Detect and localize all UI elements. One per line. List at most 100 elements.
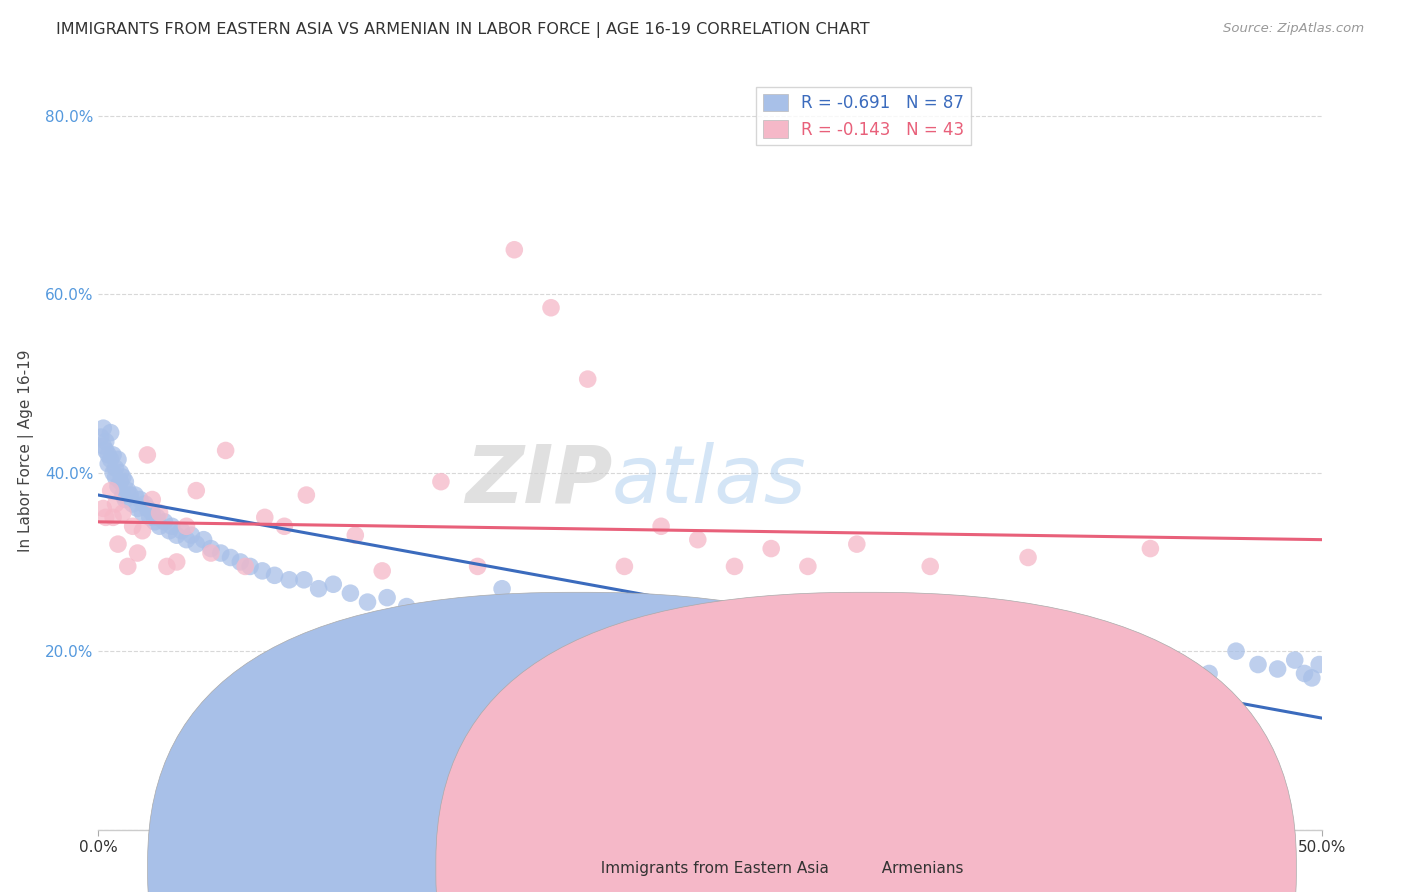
Point <box>156 559 179 574</box>
Point <box>110 466 132 480</box>
Point <box>134 497 156 511</box>
Text: atlas: atlas <box>612 442 807 520</box>
Point <box>1301 671 1323 685</box>
Point <box>186 537 208 551</box>
Point <box>94 434 117 449</box>
Point <box>136 448 159 462</box>
Point <box>576 372 599 386</box>
Point <box>987 626 1010 640</box>
Point <box>219 550 242 565</box>
Point <box>94 443 117 458</box>
Point <box>239 559 262 574</box>
Point <box>319 644 342 658</box>
Point <box>576 626 599 640</box>
Point <box>110 475 132 489</box>
Point <box>1090 662 1112 676</box>
Point <box>107 452 129 467</box>
Point <box>263 568 285 582</box>
Point <box>166 555 188 569</box>
Point <box>797 559 820 574</box>
Point <box>214 443 236 458</box>
Point <box>180 528 202 542</box>
Point <box>844 648 866 663</box>
Point <box>308 582 330 596</box>
Point <box>356 595 378 609</box>
Point <box>107 479 129 493</box>
Point <box>176 519 198 533</box>
Point <box>1139 541 1161 556</box>
Point <box>679 640 702 654</box>
Text: Immigrants from Eastern Asia: Immigrants from Eastern Asia <box>591 861 828 876</box>
Point <box>117 483 139 498</box>
Point <box>920 559 942 574</box>
Point <box>540 301 562 315</box>
Point <box>91 439 114 453</box>
Point <box>91 421 114 435</box>
Point <box>107 537 129 551</box>
Point <box>609 631 631 645</box>
Point <box>141 506 163 520</box>
Point <box>100 452 122 467</box>
Point <box>117 559 139 574</box>
Point <box>845 537 868 551</box>
Point <box>1247 657 1270 672</box>
Y-axis label: In Labor Force | Age 16-19: In Labor Force | Age 16-19 <box>18 349 34 552</box>
Point <box>371 564 394 578</box>
Point <box>101 510 124 524</box>
Point <box>121 519 143 533</box>
Point <box>273 519 295 533</box>
Point <box>547 622 569 636</box>
Point <box>131 506 153 520</box>
Point <box>292 573 315 587</box>
Point <box>141 492 163 507</box>
Point <box>686 533 709 547</box>
Point <box>1267 662 1289 676</box>
Point <box>1284 653 1306 667</box>
Point <box>322 577 344 591</box>
Point <box>441 608 464 623</box>
Point <box>1308 657 1330 672</box>
Point <box>104 461 127 475</box>
Point <box>401 666 423 681</box>
Point <box>104 497 127 511</box>
Point <box>344 528 367 542</box>
Point <box>395 599 418 614</box>
Point <box>723 559 745 574</box>
Point <box>127 546 149 560</box>
Point <box>1294 666 1316 681</box>
Point <box>613 559 636 574</box>
Point <box>718 631 741 645</box>
Point <box>761 541 783 556</box>
Point <box>97 457 120 471</box>
Point <box>939 622 962 636</box>
Point <box>1198 666 1220 681</box>
Point <box>799 644 821 658</box>
Point <box>90 430 112 444</box>
Point <box>890 653 912 667</box>
Point <box>129 492 152 507</box>
Point <box>101 448 124 462</box>
Point <box>1225 644 1247 658</box>
Point <box>104 470 127 484</box>
Point <box>111 470 134 484</box>
Point <box>467 613 489 627</box>
Point <box>166 528 188 542</box>
Text: Armenians: Armenians <box>872 861 963 876</box>
Point <box>193 533 215 547</box>
Point <box>418 604 440 618</box>
Point <box>97 448 120 462</box>
Point <box>111 506 134 520</box>
Point <box>157 524 180 538</box>
Point <box>170 524 193 538</box>
Legend: R = -0.691   N = 87, R = -0.143   N = 43: R = -0.691 N = 87, R = -0.143 N = 43 <box>756 87 970 145</box>
Point <box>278 573 301 587</box>
Point <box>153 515 176 529</box>
Point <box>295 488 318 502</box>
Point <box>94 510 117 524</box>
Point <box>91 501 114 516</box>
Point <box>339 586 361 600</box>
Point <box>252 564 274 578</box>
Point <box>643 617 665 632</box>
Point <box>121 497 143 511</box>
Point <box>120 488 142 502</box>
